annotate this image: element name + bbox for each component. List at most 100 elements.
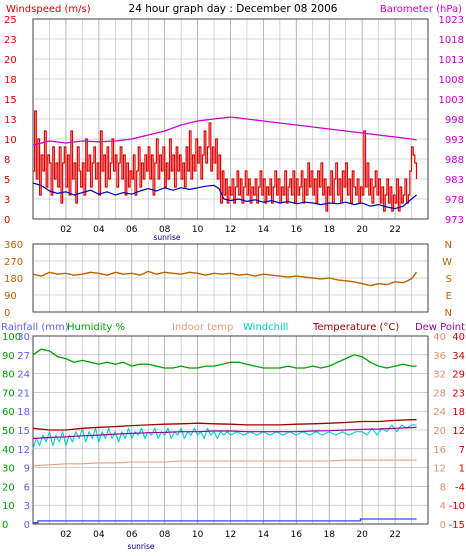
humidity-tick: 90 xyxy=(2,351,15,362)
temperature-tick: -4 xyxy=(455,482,465,493)
barometer-tick: 993 xyxy=(445,135,464,146)
rainfall-tick: 24 xyxy=(17,370,30,381)
barometer-tick-labels: 1023 1018 1013 1008 1003 998 993 988 983 978 973 xyxy=(439,15,464,226)
indoor-temp-tick: 0 xyxy=(440,520,446,531)
temperature-tick: 1 xyxy=(459,464,465,475)
rainfall-tick: 9 xyxy=(24,464,30,475)
barometer-tick: 988 xyxy=(445,155,464,166)
hour-tick-label: 14 xyxy=(258,530,270,540)
direction-compass-tick: W xyxy=(442,257,452,268)
hour-tick-label: 06 xyxy=(126,225,138,235)
humidity-tick: 0 xyxy=(2,520,8,531)
windspeed-tick: 23 xyxy=(4,35,17,46)
barometer-tick: 1013 xyxy=(439,55,464,66)
hour-tick-label: 06 xyxy=(126,530,138,540)
humidity-tick: 60 xyxy=(2,407,15,418)
temperature-tick: 12 xyxy=(452,426,465,437)
sunrise-label-top: sunrise xyxy=(153,233,180,242)
hour-tick-label: 18 xyxy=(324,530,336,540)
hour-tick-label: 20 xyxy=(356,225,368,235)
rainfall-tick: 12 xyxy=(17,445,30,456)
barometer-tick: 1008 xyxy=(439,75,464,86)
direction-compass-tick: N xyxy=(445,240,452,251)
windspeed-tick: 18 xyxy=(4,75,17,86)
windchill-line xyxy=(32,424,417,449)
hour-tick-label: 10 xyxy=(192,530,204,540)
direction-degree-tick: 90 xyxy=(4,291,17,302)
hour-tick-label: 16 xyxy=(291,225,303,235)
wind-direction-line xyxy=(32,270,418,287)
humidity-tick: 10 xyxy=(2,501,15,512)
direction-degree-tick: 0 xyxy=(4,308,10,319)
direction-degree-tick: 270 xyxy=(4,257,23,268)
hour-tick-label: 08 xyxy=(159,530,171,540)
windspeed-tick: 15 xyxy=(4,95,17,106)
dewpoint-axis-title: Dew Point xyxy=(415,322,465,333)
windspeed-tick-labels: 25 23 20 18 15 13 10 8 5 3 0 xyxy=(4,15,17,226)
barometer-tick: 998 xyxy=(445,115,464,126)
humidity-tick: 30 xyxy=(2,464,15,475)
barometer-tick: 983 xyxy=(445,175,464,186)
rainfall-tick: 27 xyxy=(17,351,30,362)
indoor-temp-tick: 36 xyxy=(433,351,446,362)
hour-tick-label: 18 xyxy=(324,225,336,235)
hour-tick-label: 02 xyxy=(60,225,71,235)
direction-panel-grid xyxy=(33,244,428,312)
humidity-tick: 40 xyxy=(2,445,15,456)
wind-panel-series xyxy=(32,110,418,212)
temperature-tick: -10 xyxy=(449,501,465,512)
direction-degree-labels: 360 270 180 90 0 xyxy=(4,240,23,319)
weather-right-tick-labels: 403632282420161284040342923181271-4-10-1… xyxy=(433,332,465,531)
indoor-temp-tick: 40 xyxy=(433,332,446,343)
hour-tick-label: 20 xyxy=(356,530,368,540)
windspeed-tick: 13 xyxy=(4,115,17,126)
rainfall-tick: 30 xyxy=(17,332,30,343)
hour-tick-label: 12 xyxy=(225,530,236,540)
indoor-temp-tick: 28 xyxy=(433,388,446,399)
humidity-tick: 50 xyxy=(2,426,15,437)
indoor-temp-tick: 16 xyxy=(433,445,446,456)
weather-panel-series xyxy=(32,348,417,524)
hour-tick-label: 04 xyxy=(93,225,105,235)
hour-tick-label: 08 xyxy=(159,225,171,235)
direction-degree-tick: 180 xyxy=(4,274,23,285)
windspeed-tick: 8 xyxy=(4,155,10,166)
humidity-tick: 20 xyxy=(2,482,15,493)
indoor-temp-tick: 32 xyxy=(433,370,446,381)
temperature-tick: 34 xyxy=(452,351,465,362)
hour-tick-label: 22 xyxy=(389,530,400,540)
hour-tick-label: 12 xyxy=(225,225,236,235)
hour-tick-label: 04 xyxy=(93,530,105,540)
direction-compass-tick: E xyxy=(446,291,452,302)
humidity-tick: 100 xyxy=(2,332,21,343)
wind-panel-x-labels: 02 04 06 08 10 12 14 16 18 20 22 xyxy=(60,225,401,235)
hour-tick-label: 16 xyxy=(291,530,303,540)
windspeed-tick: 10 xyxy=(4,135,17,146)
temperature-tick: 18 xyxy=(452,407,465,418)
direction-compass-tick: N xyxy=(445,308,452,319)
temperature-tick: 40 xyxy=(452,332,465,343)
indoor-temp-tick: 12 xyxy=(433,464,446,475)
windspeed-line xyxy=(33,110,418,212)
rainfall-tick: 21 xyxy=(17,388,30,399)
windspeed-tick: 0 xyxy=(4,215,10,226)
rainfall-axis-title: Rainfall (mm) xyxy=(1,322,69,333)
barometer-tick: 1003 xyxy=(439,95,464,106)
hour-tick-label: 10 xyxy=(192,225,204,235)
wind-panel-frame xyxy=(32,18,429,220)
hour-tick-label: 02 xyxy=(60,530,71,540)
hour-tick-label: 22 xyxy=(389,225,400,235)
indoor-temp-line xyxy=(32,459,417,467)
windchill-axis-title: Windchill xyxy=(243,322,288,333)
rainfall-tick: 0 xyxy=(24,520,30,531)
sunrise-label-bottom: sunrise xyxy=(127,542,154,551)
weather-panel-frame xyxy=(32,335,429,525)
humidity-axis-title: Humidity % xyxy=(67,322,125,333)
indoor-temp-tick: 4 xyxy=(440,501,446,512)
barometer-axis-title: Barometer (hPa) xyxy=(380,4,462,15)
humidity-tick: 70 xyxy=(2,388,15,399)
rainfall-tick: 6 xyxy=(24,482,30,493)
barometer-tick: 973 xyxy=(445,215,464,226)
